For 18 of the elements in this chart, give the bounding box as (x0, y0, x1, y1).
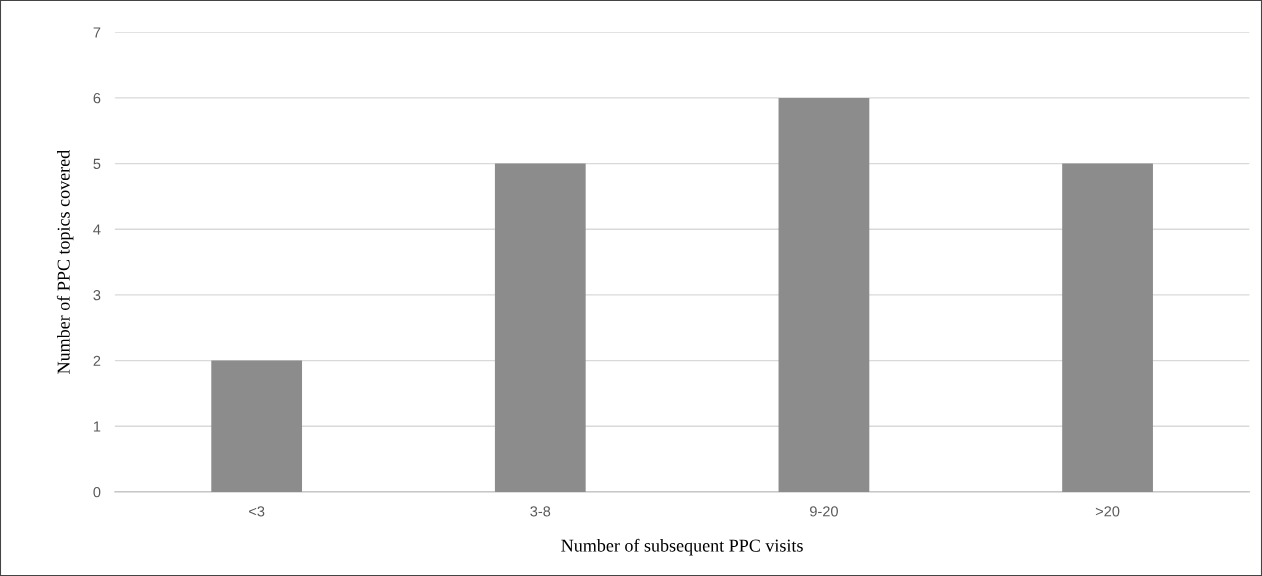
x-tick-label: >20 (1095, 506, 1120, 517)
y-tick-label: 4 (93, 224, 101, 235)
bar (778, 97, 870, 492)
y-tick-label: 6 (93, 93, 101, 104)
y-tick-label: 7 (93, 27, 101, 38)
x-axis-title: Number of subsequent PPC visits (561, 538, 803, 556)
x-tick-label: 9-20 (810, 506, 838, 517)
x-tick-label: 3-8 (530, 506, 551, 517)
y-tick-label: 2 (93, 355, 101, 366)
y-axis-title: Number of PPC topics covered (56, 149, 74, 374)
bar (494, 163, 586, 492)
x-tick-label: <3 (249, 506, 265, 517)
y-tick-label: 3 (93, 290, 101, 301)
bar (1062, 163, 1153, 492)
y-tick-label: 0 (93, 487, 101, 498)
bar (211, 360, 303, 492)
y-tick-label: 5 (93, 158, 101, 170)
y-tick-label: 1 (93, 421, 101, 432)
